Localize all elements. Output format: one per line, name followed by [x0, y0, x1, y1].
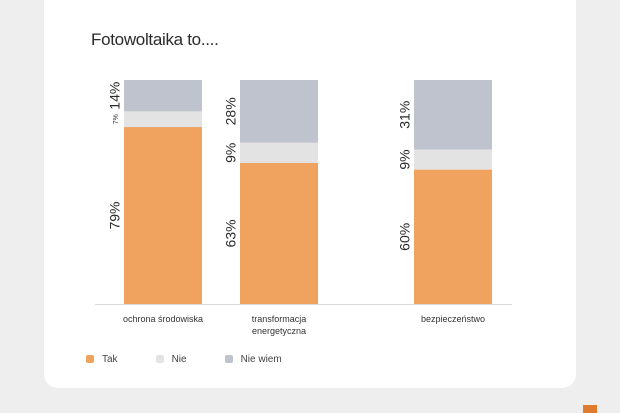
category-label-2-line-2: energetyczna	[252, 326, 306, 336]
chart-legend: Tak Nie Nie wiem	[86, 352, 320, 366]
legend-swatch-nie-wiem	[224, 355, 233, 363]
legend-swatch-tak	[86, 355, 94, 363]
legend-label-tak: Tak	[102, 353, 118, 365]
chart-title: Fotowoltaika to....	[91, 30, 219, 49]
legend-item-nie-wiem: Nie wiem	[224, 353, 282, 365]
data-label-tak-1: 79%	[107, 202, 123, 230]
bar-segment-nie-wiem-1	[124, 80, 202, 112]
legend-item-tak: Tak	[86, 354, 118, 365]
bar-segment-nie-2	[240, 142, 318, 163]
data-label-nie-1: 7%	[113, 114, 120, 124]
legend-label-nie: Nie	[171, 353, 187, 365]
data-label-nie-2: 9%	[223, 143, 239, 163]
bar-segment-nie-3	[414, 149, 492, 170]
data-label-nie-3: 9%	[397, 149, 413, 169]
bar-segment-nie-1	[124, 111, 202, 128]
data-label-nie-wiem-1: 14%	[107, 82, 123, 110]
category-label-3: bezpieczeństwo	[421, 314, 485, 324]
legend-item-nie: Nie	[155, 353, 187, 365]
bar-segment-tak-1	[124, 127, 202, 304]
category-label-2-line-1: transformacja	[252, 314, 307, 324]
corner-mark	[583, 405, 597, 413]
data-label-tak-2: 63%	[223, 219, 239, 247]
data-label-nie-wiem-3: 31%	[397, 101, 413, 129]
bar-segment-tak-2	[240, 162, 318, 304]
category-label-1: ochrona środowiska	[123, 314, 203, 324]
legend-swatch-nie	[155, 355, 164, 363]
legend-label-nie-wiem: Nie wiem	[240, 353, 282, 365]
bar-segment-nie-wiem-2	[240, 80, 318, 143]
data-label-nie-wiem-2: 28%	[223, 97, 239, 125]
bar-segment-tak-3	[414, 169, 492, 304]
data-label-tak-3: 60%	[397, 223, 413, 251]
bar-segment-nie-wiem-3	[414, 80, 492, 150]
